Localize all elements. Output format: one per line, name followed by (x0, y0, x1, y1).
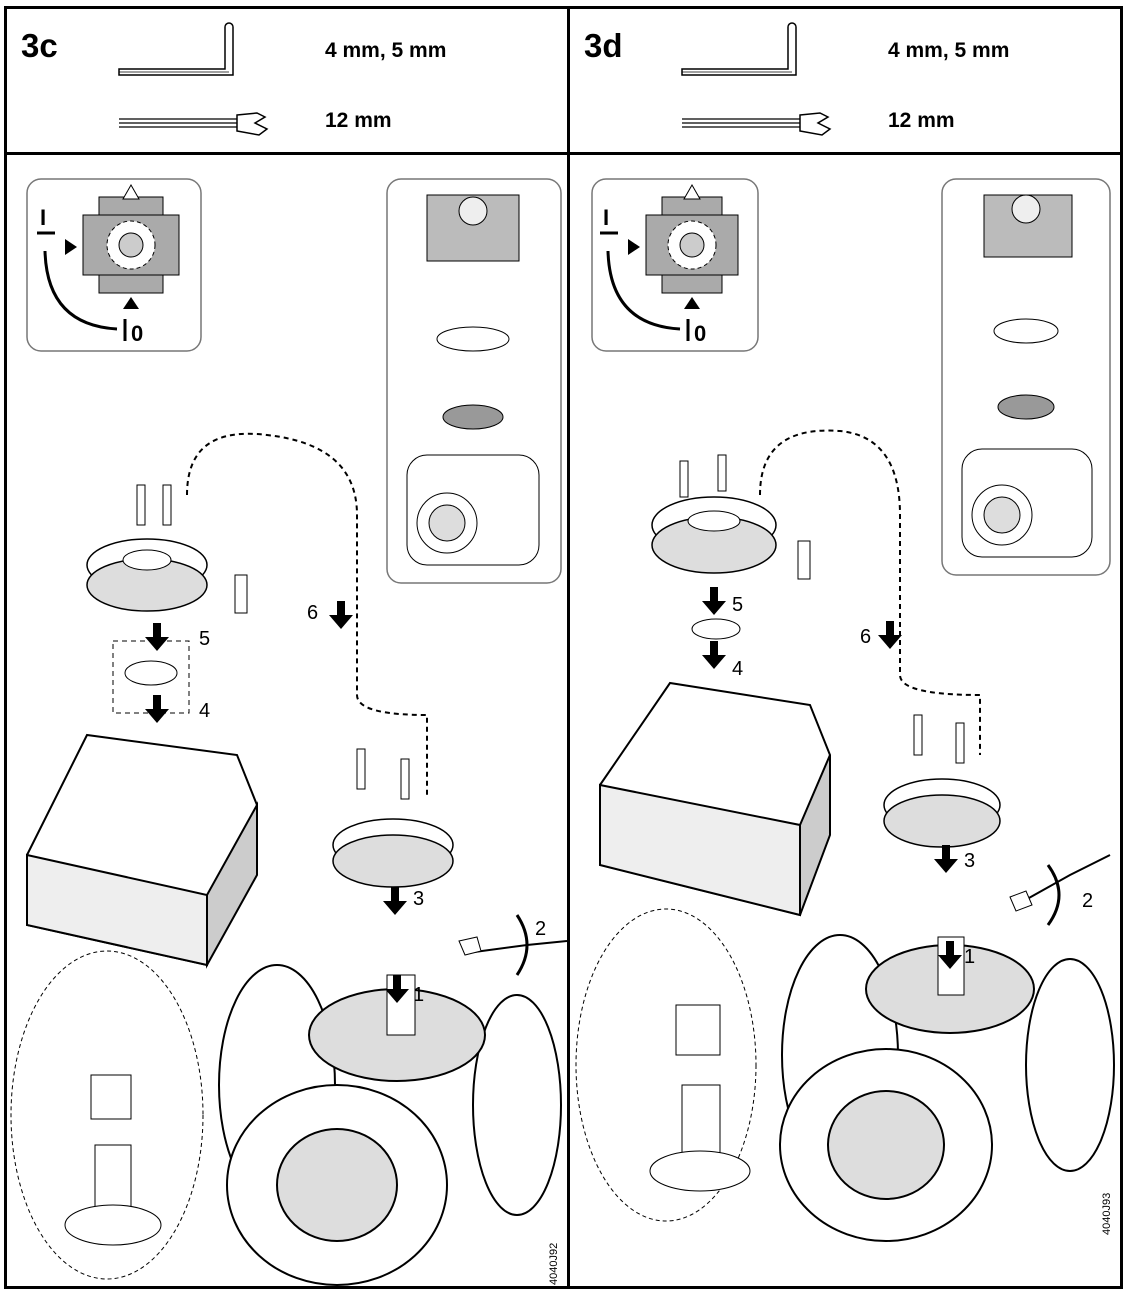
panel-3c-diagram: I 0 (7, 155, 568, 1286)
step-2-label: 2 (535, 918, 546, 940)
triangle-marker-icon (123, 297, 139, 309)
panel-code: 3d (584, 27, 623, 64)
step-3-label: 3 (413, 888, 424, 910)
rotation-arrow-icon (515, 914, 529, 976)
panel-code: 3c (21, 27, 58, 64)
down-arrow-icon (385, 975, 409, 1003)
wrench-icon (458, 936, 482, 956)
figure-reference: 4040J92 (548, 1243, 560, 1285)
step-5-label: 5 (732, 594, 743, 616)
down-arrow-icon (934, 845, 958, 873)
panel-3c: 3c 4 mm, 5 mm 12 mm (4, 6, 570, 1289)
step-6-label: 6 (307, 602, 318, 624)
wrench-icon (682, 112, 832, 136)
down-arrow-icon (702, 587, 726, 615)
overview-inset (386, 178, 562, 584)
tools-illustration (118, 22, 269, 136)
wrench-icon (1009, 890, 1033, 912)
wrench-size: 12 mm (888, 109, 955, 132)
wrench-size: 12 mm (325, 109, 392, 132)
step-2-label: 2 (1082, 890, 1093, 912)
open-mark: I (40, 205, 46, 230)
down-arrow-icon (938, 941, 962, 969)
position-inset: I 0 (26, 178, 202, 352)
figure-reference: 4040J93 (1101, 1193, 1113, 1235)
step-1-label: 1 (964, 946, 975, 968)
rotation-arrow-icon (43, 250, 118, 331)
down-arrow-icon (702, 641, 726, 669)
closed-mark: 0 (694, 321, 706, 346)
position-inset: I 0 (591, 178, 759, 352)
step-5-label: 5 (199, 628, 210, 650)
hex-key-icon (681, 22, 797, 76)
assembly-diagram-3d: I 0 (575, 178, 1115, 1242)
panel-3d: 3d 4 mm, 5 mm 12 mm (567, 6, 1123, 1289)
step-4-label: 4 (199, 700, 210, 722)
panel-3d-diagram: I 0 (570, 155, 1120, 1286)
step-4-label: 4 (732, 658, 743, 680)
hex-key-size: 4 mm, 5 mm (888, 39, 1010, 62)
rotation-arrow-icon (1046, 864, 1061, 926)
step-1-label: 1 (413, 984, 424, 1006)
panel-3c-header: 3c 4 mm, 5 mm 12 mm (7, 9, 567, 155)
down-arrow-icon (878, 621, 902, 649)
hex-key-size: 4 mm, 5 mm (325, 39, 447, 62)
hex-key-icon (118, 22, 234, 76)
triangle-marker-icon (683, 183, 701, 200)
assembly-diagram-3c: I 0 (10, 178, 568, 1286)
triangle-marker-icon (628, 239, 640, 255)
triangle-marker-icon (65, 239, 77, 255)
tools-illustration (681, 22, 832, 136)
closed-mark: 0 (131, 321, 143, 346)
triangle-marker-icon (684, 297, 700, 309)
down-arrow-icon (145, 695, 169, 723)
down-arrow-icon (383, 887, 407, 915)
down-arrow-icon (329, 601, 353, 629)
open-mark: I (603, 205, 609, 230)
overview-inset (941, 178, 1111, 576)
down-arrow-icon (145, 623, 169, 651)
wrench-icon (119, 112, 269, 136)
triangle-marker-icon (122, 183, 140, 200)
panel-3d-header: 3d 4 mm, 5 mm 12 mm (570, 9, 1120, 155)
rotation-arrow-icon (606, 250, 681, 331)
step-6-label: 6 (860, 626, 871, 648)
step-3-label: 3 (964, 850, 975, 872)
